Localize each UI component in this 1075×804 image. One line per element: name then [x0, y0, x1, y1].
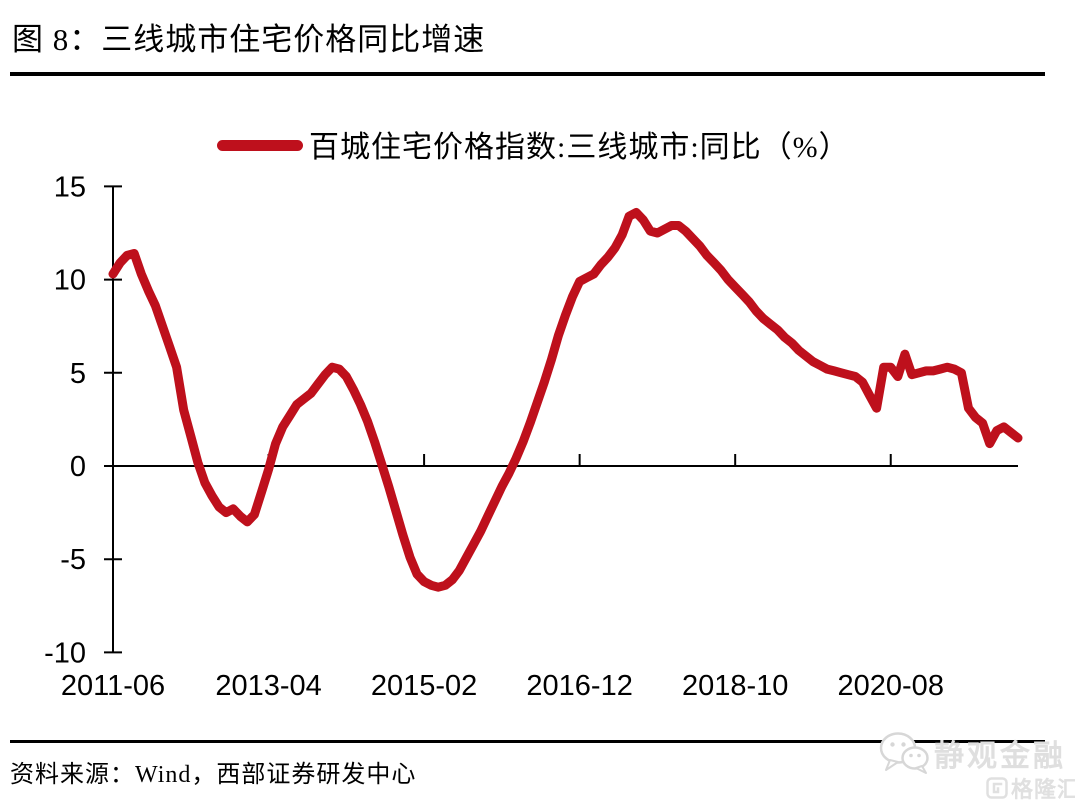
- legend: 百城住宅价格指数:三线城市:同比（%）: [217, 124, 850, 164]
- legend-line-marker: [217, 139, 303, 151]
- watermark-platform: 格隆汇: [1011, 777, 1075, 802]
- watermark-platform-row: 格隆汇: [986, 772, 1075, 804]
- wechat-chat-bubbles-icon: [879, 732, 929, 774]
- title-rule: [10, 72, 1045, 76]
- y-axis-label: -5: [60, 544, 86, 576]
- gelonghui-logo-icon: [986, 777, 1008, 799]
- x-axis-label: 2013-04: [215, 670, 321, 702]
- x-axis-label: 2018-10: [682, 670, 788, 702]
- series-line: [108, 208, 1023, 592]
- legend-label: 百城住宅价格指数:三线城市:同比（%）: [309, 131, 850, 164]
- x-axis-label: 2015-02: [371, 670, 477, 702]
- source-note: 资料来源：Wind，西部证券研发中心: [10, 762, 417, 788]
- footer-rule: [10, 740, 1045, 743]
- x-axis-label: 2011-06: [61, 670, 165, 702]
- x-axis-label: 2020-08: [838, 670, 944, 702]
- watermark-brand: 静观金融: [934, 740, 1066, 773]
- page-title: 图 8：三线城市住宅价格同比增速: [12, 22, 486, 57]
- y-axis-label: 5: [70, 358, 86, 390]
- y-axis-label: 10: [54, 265, 86, 297]
- y-axis-label: 15: [54, 171, 86, 203]
- y-axis-label: -10: [44, 637, 86, 669]
- watermark-brand-row: 静观金融: [878, 730, 1066, 776]
- x-axis-label: 2016-12: [526, 670, 632, 702]
- y-axis-label: 0: [70, 451, 86, 483]
- watermark: 静观金融 格隆汇: [878, 728, 1075, 802]
